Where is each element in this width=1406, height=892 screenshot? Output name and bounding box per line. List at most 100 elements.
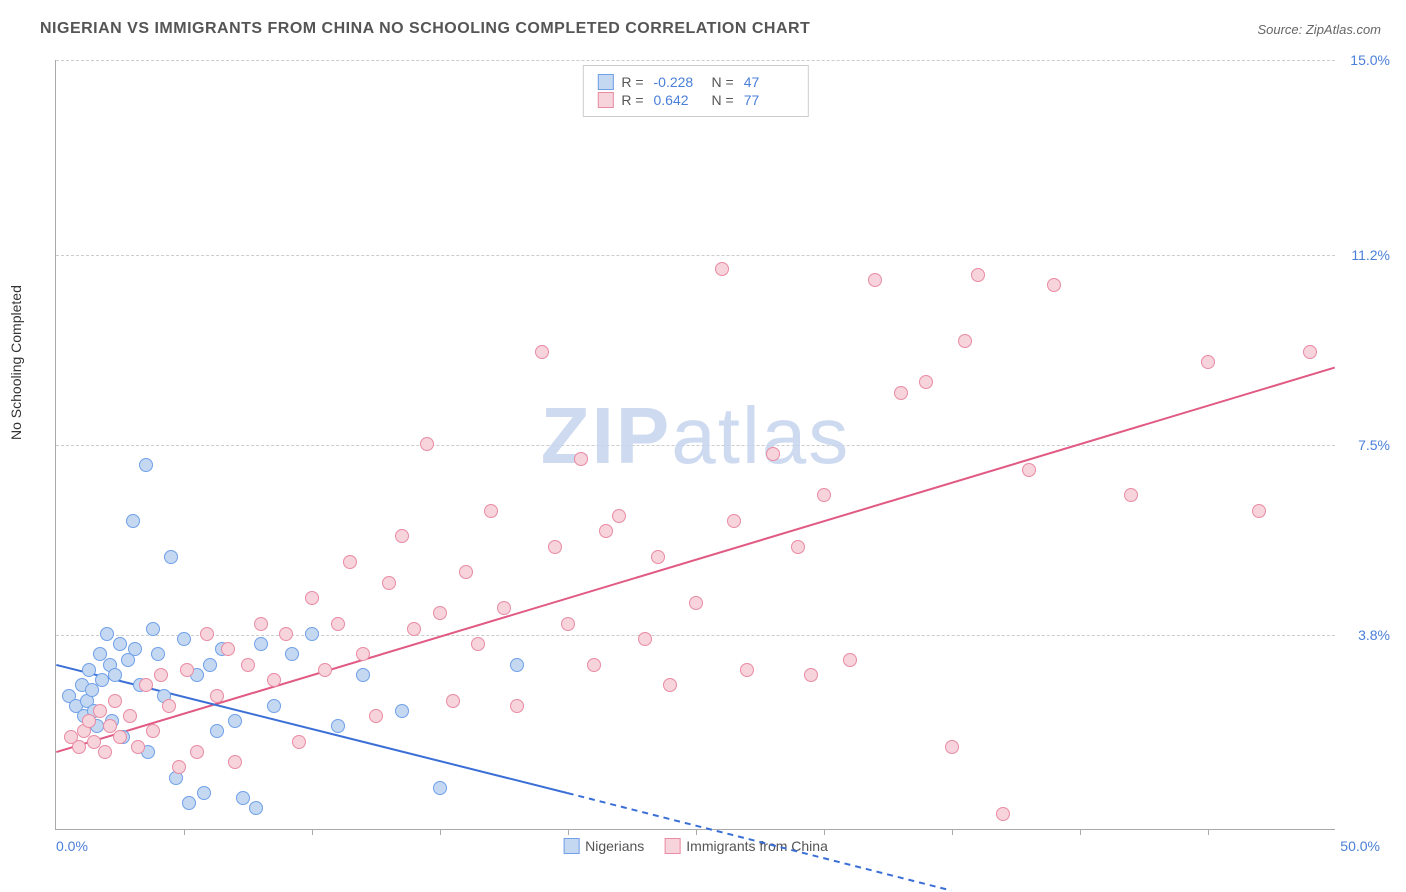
scatter-point bbox=[305, 627, 319, 641]
x-tick bbox=[1208, 829, 1209, 835]
legend-swatch-pink bbox=[664, 838, 680, 854]
scatter-point bbox=[561, 617, 575, 631]
legend-bottom-label: Immigrants from China bbox=[686, 838, 828, 854]
scatter-point bbox=[612, 509, 626, 523]
scatter-point bbox=[395, 704, 409, 718]
legend-swatch-blue bbox=[563, 838, 579, 854]
scatter-point bbox=[203, 658, 217, 672]
scatter-point bbox=[254, 637, 268, 651]
legend-bottom-item: Immigrants from China bbox=[664, 838, 828, 854]
scatter-point bbox=[919, 375, 933, 389]
x-tick bbox=[1080, 829, 1081, 835]
legend-bottom: Nigerians Immigrants from China bbox=[563, 838, 828, 854]
trend-lines bbox=[56, 60, 1335, 829]
legend-stats-row: R = -0.228 N = 47 bbox=[597, 74, 793, 90]
scatter-point bbox=[382, 576, 396, 590]
scatter-point bbox=[249, 801, 263, 815]
x-tick bbox=[440, 829, 441, 835]
scatter-point bbox=[727, 514, 741, 528]
legend-swatch-pink bbox=[597, 92, 613, 108]
x-tick bbox=[184, 829, 185, 835]
scatter-point bbox=[1047, 278, 1061, 292]
legend-r-value: -0.228 bbox=[654, 74, 704, 90]
scatter-point bbox=[459, 565, 473, 579]
scatter-point bbox=[356, 647, 370, 661]
scatter-point bbox=[228, 714, 242, 728]
scatter-point bbox=[108, 668, 122, 682]
legend-n-value: 47 bbox=[744, 74, 794, 90]
scatter-point bbox=[574, 452, 588, 466]
x-axis-min-label: 0.0% bbox=[56, 838, 88, 854]
scatter-point bbox=[843, 653, 857, 667]
scatter-point bbox=[177, 632, 191, 646]
scatter-point bbox=[93, 704, 107, 718]
scatter-point bbox=[154, 668, 168, 682]
scatter-point bbox=[279, 627, 293, 641]
scatter-point bbox=[599, 524, 613, 538]
legend-n-label: N = bbox=[712, 74, 734, 90]
scatter-point bbox=[318, 663, 332, 677]
scatter-point bbox=[241, 658, 255, 672]
legend-n-value: 77 bbox=[744, 92, 794, 108]
scatter-point bbox=[894, 386, 908, 400]
legend-r-value: 0.642 bbox=[654, 92, 704, 108]
scatter-point bbox=[715, 262, 729, 276]
y-tick-label: 15.0% bbox=[1350, 52, 1390, 68]
scatter-point bbox=[1124, 488, 1138, 502]
scatter-point bbox=[484, 504, 498, 518]
scatter-point bbox=[356, 668, 370, 682]
scatter-point bbox=[471, 637, 485, 651]
scatter-point bbox=[162, 699, 176, 713]
scatter-point bbox=[689, 596, 703, 610]
scatter-point bbox=[446, 694, 460, 708]
scatter-point bbox=[331, 719, 345, 733]
scatter-point bbox=[113, 730, 127, 744]
scatter-point bbox=[180, 663, 194, 677]
scatter-point bbox=[331, 617, 345, 631]
scatter-point bbox=[548, 540, 562, 554]
legend-stats: R = -0.228 N = 47 R = 0.642 N = 77 bbox=[582, 65, 808, 117]
scatter-point bbox=[139, 458, 153, 472]
legend-bottom-item: Nigerians bbox=[563, 838, 644, 854]
chart-title: NIGERIAN VS IMMIGRANTS FROM CHINA NO SCH… bbox=[40, 20, 810, 38]
scatter-point bbox=[72, 740, 86, 754]
scatter-point bbox=[267, 673, 281, 687]
scatter-point bbox=[146, 622, 160, 636]
scatter-point bbox=[804, 668, 818, 682]
scatter-point bbox=[817, 488, 831, 502]
scatter-point bbox=[868, 273, 882, 287]
scatter-point bbox=[210, 724, 224, 738]
y-tick-label: 11.2% bbox=[1351, 247, 1390, 263]
trend-line bbox=[56, 368, 1334, 752]
scatter-point bbox=[82, 663, 96, 677]
scatter-point bbox=[197, 786, 211, 800]
x-tick bbox=[696, 829, 697, 835]
scatter-point bbox=[791, 540, 805, 554]
scatter-point bbox=[221, 642, 235, 656]
scatter-point bbox=[433, 606, 447, 620]
scatter-point bbox=[343, 555, 357, 569]
scatter-point bbox=[407, 622, 421, 636]
x-tick bbox=[952, 829, 953, 835]
legend-bottom-label: Nigerians bbox=[585, 838, 644, 854]
scatter-point bbox=[128, 642, 142, 656]
scatter-point bbox=[1303, 345, 1317, 359]
scatter-point bbox=[292, 735, 306, 749]
scatter-point bbox=[420, 437, 434, 451]
scatter-point bbox=[510, 658, 524, 672]
legend-n-label: N = bbox=[712, 92, 734, 108]
scatter-point bbox=[535, 345, 549, 359]
scatter-point bbox=[172, 760, 186, 774]
scatter-point bbox=[210, 689, 224, 703]
legend-r-label: R = bbox=[621, 92, 643, 108]
scatter-point bbox=[236, 791, 250, 805]
scatter-point bbox=[254, 617, 268, 631]
x-axis-max-label: 50.0% bbox=[1340, 838, 1380, 854]
scatter-point bbox=[228, 755, 242, 769]
legend-stats-row: R = 0.642 N = 77 bbox=[597, 92, 793, 108]
legend-r-label: R = bbox=[621, 74, 643, 90]
scatter-point bbox=[663, 678, 677, 692]
scatter-point bbox=[126, 514, 140, 528]
scatter-point bbox=[958, 334, 972, 348]
x-tick bbox=[312, 829, 313, 835]
